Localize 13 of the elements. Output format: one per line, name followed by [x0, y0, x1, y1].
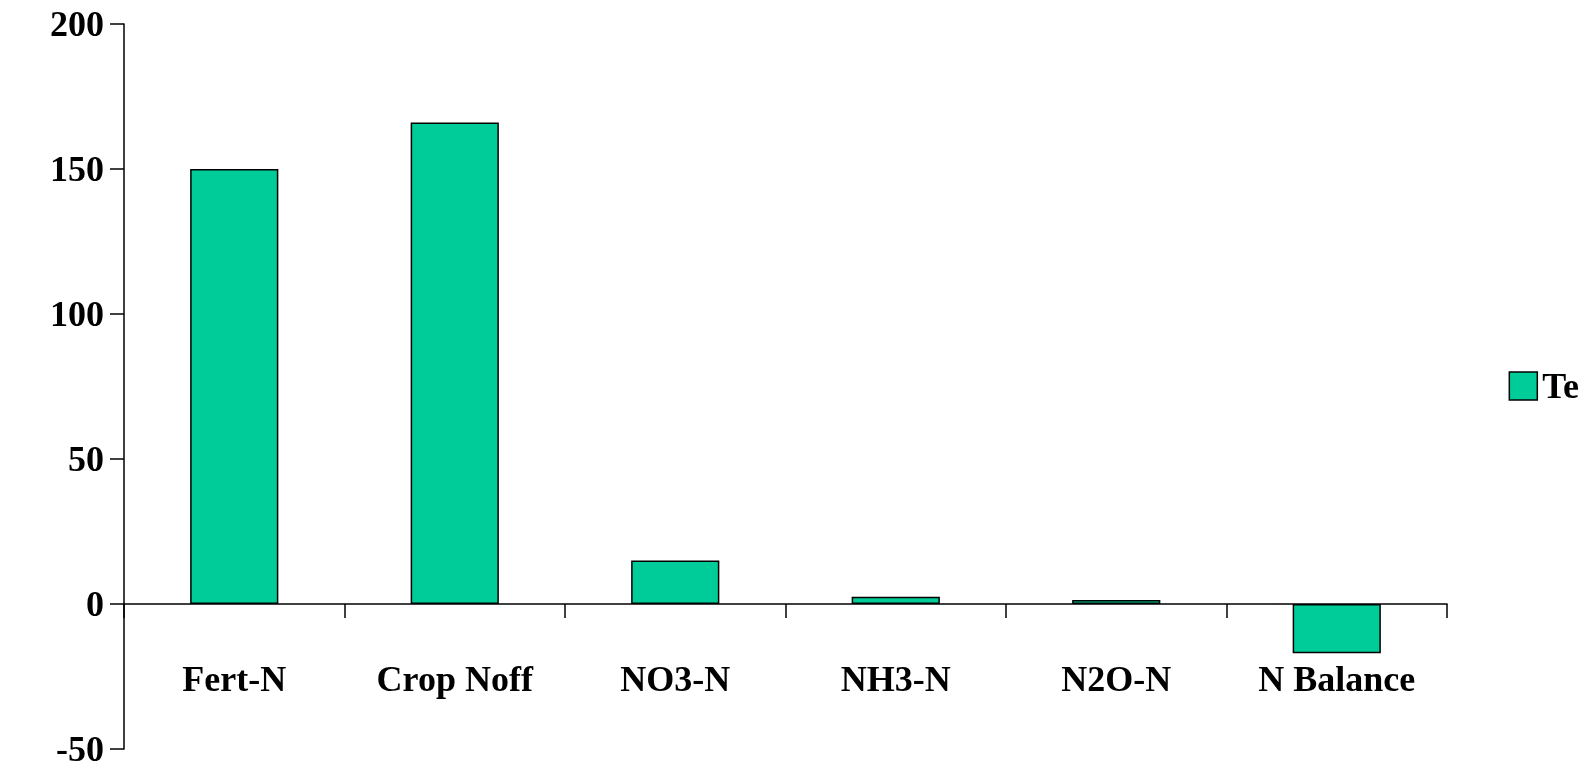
- y-tick-label: 50: [68, 439, 104, 479]
- y-tick-label: 100: [50, 294, 104, 334]
- y-tick-label: 150: [50, 149, 104, 189]
- x-tick-label: Fert-N: [182, 659, 287, 699]
- x-tick-label: NH3-N: [840, 659, 951, 699]
- legend-label: Te: [1542, 366, 1580, 406]
- x-tick-label: NO3-N: [620, 659, 731, 699]
- y-tick-label: 200: [50, 4, 104, 44]
- y-tick-label: 0: [86, 584, 104, 624]
- x-tick-label: Crop Noff: [376, 659, 534, 699]
- y-tick-label: -50: [56, 729, 104, 769]
- x-tick-label: N2O-N: [1061, 659, 1172, 699]
- x-tick-label: N Balance: [1258, 659, 1416, 699]
